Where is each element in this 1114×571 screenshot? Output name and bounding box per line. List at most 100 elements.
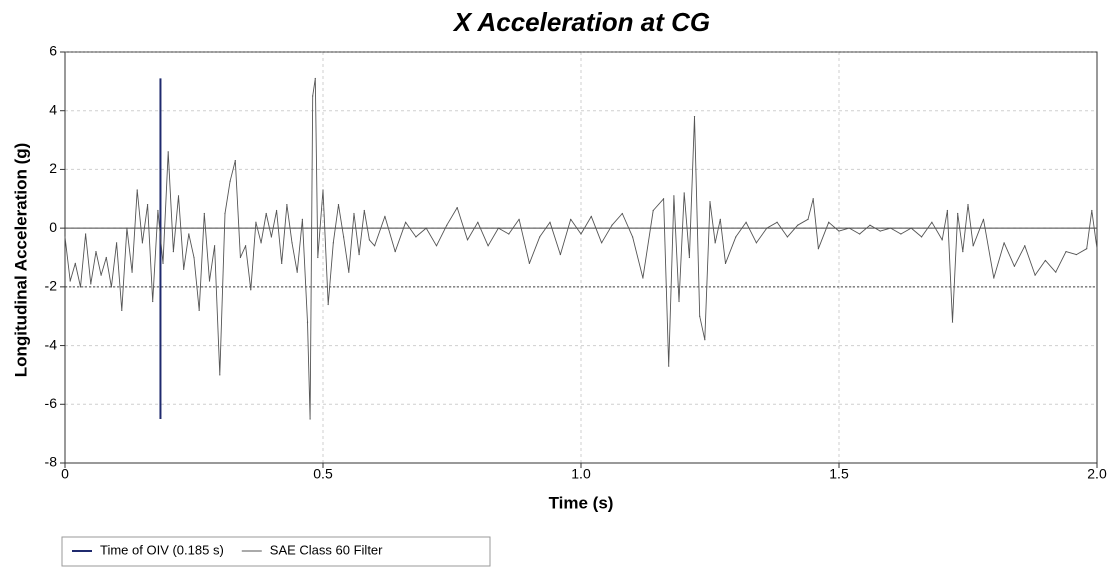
data-point	[1086, 248, 1088, 250]
data-point	[301, 218, 303, 220]
data-point	[879, 230, 881, 232]
data-point	[183, 268, 185, 270]
data-point	[203, 212, 205, 215]
data-point	[275, 209, 278, 212]
y-tick-label: -6	[45, 395, 58, 411]
y-axis-label: Longitudinal Acceleration (g)	[11, 143, 30, 378]
data-point	[219, 374, 221, 376]
x-tick-label: 2.0	[1087, 466, 1107, 482]
x-tick-label: 0	[61, 466, 69, 482]
grid	[65, 51, 1097, 463]
data-point	[848, 227, 850, 229]
data-point	[518, 218, 520, 220]
data-point	[601, 242, 603, 244]
y-tick-label: 2	[49, 160, 57, 176]
data-point	[296, 271, 298, 273]
data-point	[828, 221, 830, 223]
data-point	[962, 251, 964, 253]
data-point	[384, 215, 386, 217]
data-point	[116, 242, 118, 244]
data-point	[79, 286, 82, 288]
data-point	[910, 227, 912, 229]
data-point	[807, 218, 809, 220]
data-point	[688, 256, 690, 259]
x-tick-label: 1.0	[571, 466, 591, 482]
data-point	[709, 201, 711, 203]
data-point	[859, 233, 861, 235]
data-point	[105, 256, 107, 259]
data-point	[167, 151, 169, 153]
y-tick-label: 4	[49, 101, 57, 117]
data-point	[812, 198, 814, 200]
data-point	[890, 227, 892, 229]
data-point	[260, 242, 262, 244]
y-tick-label: 0	[49, 219, 57, 235]
data-point	[745, 221, 747, 223]
data-point	[85, 233, 87, 235]
data-point	[642, 277, 644, 279]
data-point	[951, 321, 954, 323]
data-point	[177, 195, 180, 197]
data-point	[1091, 209, 1093, 212]
data-point	[193, 256, 195, 259]
data-point	[337, 204, 340, 206]
data-point	[1065, 251, 1067, 253]
data-point	[136, 189, 138, 191]
data-point	[100, 274, 102, 276]
data-point	[69, 280, 71, 282]
data-point	[662, 198, 665, 200]
data-point	[735, 236, 737, 238]
data-point	[1055, 271, 1057, 273]
data-point	[539, 236, 541, 238]
data-point	[673, 195, 675, 197]
data-point	[611, 224, 613, 226]
y-tick-label: 6	[49, 43, 57, 59]
data-point	[1044, 259, 1046, 262]
data-point	[229, 180, 231, 182]
data-point	[286, 204, 288, 206]
data-point	[869, 224, 871, 226]
data-point	[776, 221, 778, 223]
data-point	[250, 289, 252, 291]
data-point	[1024, 245, 1026, 247]
data-point	[559, 253, 561, 256]
data-point	[121, 309, 123, 311]
chart-title: X Acceleration at CG	[452, 7, 710, 37]
data-point	[1075, 253, 1077, 256]
y-tick-label: -8	[45, 454, 58, 470]
x-axis-ticks: 0 0.5 1.0 1.5 2.0	[61, 463, 1107, 482]
data-point	[1034, 274, 1036, 276]
data-point	[528, 262, 531, 264]
data-point	[477, 221, 479, 223]
data-point	[141, 242, 143, 244]
legend-box	[61, 536, 491, 567]
data-point	[208, 280, 211, 282]
data-point	[306, 321, 309, 323]
data-point	[152, 300, 154, 303]
data-point	[466, 239, 469, 241]
data-point	[309, 418, 311, 420]
data-point	[404, 221, 407, 223]
data-point	[95, 251, 97, 253]
data-point	[456, 206, 458, 209]
data-point	[64, 236, 66, 238]
data-point	[265, 212, 267, 215]
data-point	[967, 204, 969, 206]
data-point	[652, 209, 654, 212]
data-point	[131, 271, 133, 273]
data-point	[281, 262, 283, 264]
data-point	[291, 242, 293, 244]
legend: Time of OIV (0.185 s) SAE Class 60 Filter	[61, 536, 491, 567]
data-point	[668, 365, 670, 367]
data-point	[198, 309, 200, 311]
data-point	[157, 209, 159, 212]
series-line-sae-class-60	[64, 77, 1098, 420]
data-point	[425, 227, 427, 229]
data-point	[327, 303, 329, 306]
y-tick-label: -2	[45, 278, 58, 294]
data-point	[946, 209, 948, 212]
data-point	[255, 221, 257, 223]
data-point	[394, 251, 396, 253]
data-point	[931, 221, 933, 223]
data-point	[214, 245, 216, 247]
